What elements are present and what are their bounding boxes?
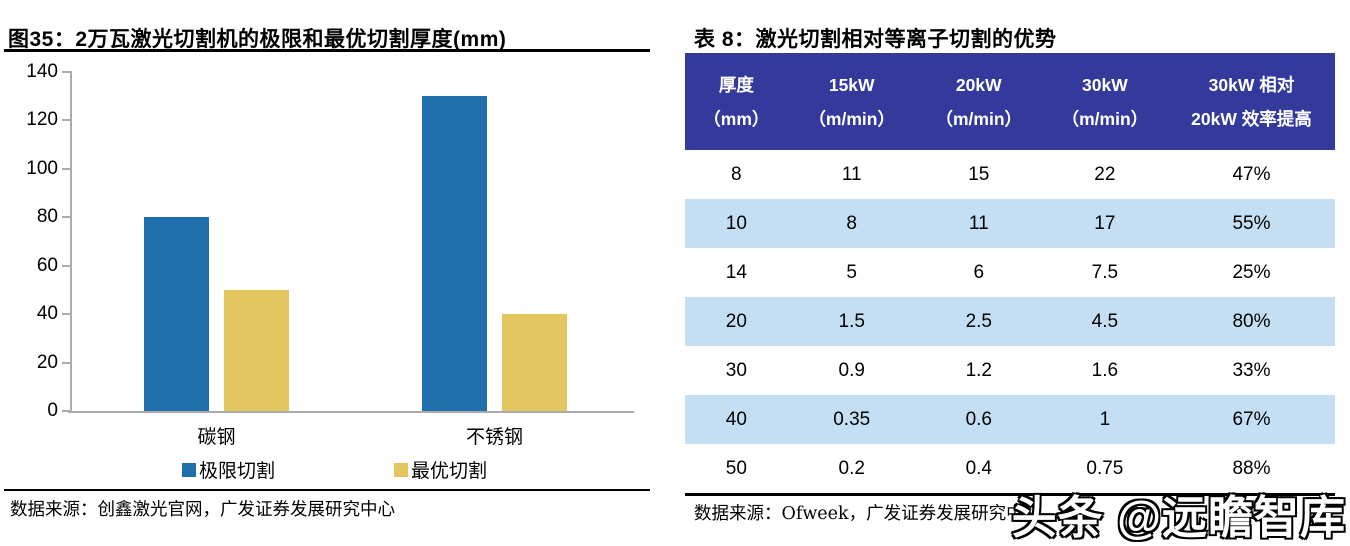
y-axis-tick-mark [62, 119, 72, 122]
table-cell: 47% [1232, 163, 1271, 185]
table-header-cell: 30kW （m/min） [1041, 53, 1168, 150]
y-axis-tick-mark [62, 410, 72, 412]
table-cell: 6 [973, 261, 985, 283]
table-cell: 80% [1232, 310, 1271, 332]
table-cell: 1 [1099, 408, 1111, 430]
table-cell: 0.2 [838, 457, 865, 479]
y-axis-tick-mark [62, 313, 72, 316]
bar-碳钢-极限切割 [144, 217, 209, 411]
bar-不锈钢-最优切割 [502, 314, 567, 411]
y-axis-tick-mark [62, 71, 72, 73]
chart-title-underline [4, 49, 650, 52]
chart-title: 图35：2万瓦激光切割机的极限和最优切割厚度(mm) [8, 28, 507, 52]
table-cell: 0.35 [833, 408, 871, 430]
table-cell: 14 [725, 261, 747, 283]
table-cell: 11 [841, 163, 862, 185]
table-cell: 8 [846, 212, 857, 234]
table-cell: 4.5 [1091, 310, 1119, 332]
chart-legend: 极限切割 最优切割 [182, 456, 487, 483]
cutting-speed-table: 厚度 （mm） 15kW （m/min） 20kW （m/min） 30kW （m/min） 3… [685, 53, 1335, 496]
x-axis-category-label: 碳钢 [197, 426, 236, 448]
x-axis-line [68, 411, 634, 413]
chart-source-divider [4, 489, 650, 491]
table-source-text: 数据来源：Ofweek，广发证券发展研究中心 [694, 504, 1042, 524]
y-axis-tick-label: 140 [26, 61, 58, 82]
table-cell: 15 [968, 163, 990, 185]
table-cell: 40 [725, 408, 747, 430]
chart-source-text: 数据来源：创鑫激光官网，广发证券发展研究中心 [10, 500, 395, 520]
table-cell: 33% [1232, 359, 1271, 381]
y-axis-tick-label: 80 [36, 206, 58, 228]
table-header-cell: 30kW 相对 20kW 效率提高 [1167, 53, 1335, 150]
table-cell: 67% [1232, 408, 1271, 430]
table-cell: 25% [1232, 261, 1271, 283]
y-axis-tick-mark [62, 167, 72, 170]
bar-chart-plot-area: 0 20 40 60 80 100 120 140 碳钢 不锈钢 [26, 61, 632, 448]
bar-碳钢-最优切割 [224, 289, 289, 411]
table-cell: 0.75 [1086, 457, 1124, 479]
watermark-text: 头条 @远瞻智库 [1010, 491, 1346, 545]
table-cell: 8 [731, 163, 742, 185]
y-axis-tick-mark [62, 264, 72, 267]
y-axis-tick-label: 120 [26, 109, 58, 131]
table-title: 表 8：激光切割相对等离子切割的优势 [694, 28, 1057, 52]
table-cell: 20 [725, 310, 747, 332]
table-row: 8 11 15 22 47% [685, 150, 1335, 199]
table-cell: 2.5 [965, 310, 992, 332]
legend-item: 极限切割 [182, 456, 275, 483]
table-cell: 1.6 [1091, 359, 1119, 381]
y-axis-tick-label: 100 [26, 157, 58, 179]
legend-swatch-icon [182, 462, 196, 477]
table-header-cell: 15kW （m/min） [787, 53, 916, 150]
table-cell: 55% [1232, 212, 1271, 234]
table-cell: 0.9 [838, 359, 865, 381]
table-row: 40 0.35 0.6 1 67% [685, 395, 1335, 444]
table-header-row: 厚度 （mm） 15kW （m/min） 20kW （m/min） 30kW （m/min） 3… [685, 53, 1335, 150]
y-axis-tick-label: 20 [36, 351, 58, 373]
bar-不锈钢-极限切割 [422, 96, 487, 411]
table-cell: 1.5 [838, 310, 865, 332]
table-row: 50 0.2 0.4 0.75 88% [685, 444, 1335, 495]
table-row: 20 1.5 2.5 4.5 80% [685, 297, 1335, 346]
legend-swatch-icon [394, 462, 409, 477]
x-axis-category-label: 不锈钢 [465, 426, 524, 448]
table-header-cell: 厚度 （mm） [685, 53, 788, 150]
table-cell: 5 [846, 261, 857, 283]
table-row: 10 8 11 17 55% [685, 199, 1335, 248]
table-row: 14 5 6 7.5 25% [685, 248, 1335, 297]
table-cell: 0.4 [965, 457, 992, 479]
table-cell: 17 [1094, 212, 1116, 234]
y-axis-tick-label: 60 [36, 254, 58, 276]
table-cell: 50 [725, 457, 747, 479]
table-header-cell: 20kW （m/min） [915, 53, 1042, 150]
y-axis-tick-label: 0 [47, 400, 58, 421]
table-cell: 10 [725, 212, 747, 234]
y-axis-tick-mark [62, 361, 72, 364]
table-row: 30 0.9 1.2 1.6 33% [685, 346, 1335, 395]
legend-label: 极限切割 [199, 460, 276, 482]
table-cell: 1.2 [965, 359, 992, 381]
table-cell: 11 [968, 212, 989, 234]
y-axis-tick-label: 40 [36, 303, 58, 325]
y-axis-tick-mark [62, 216, 72, 219]
legend-label: 最优切割 [411, 460, 488, 482]
table-cell: 22 [1094, 163, 1116, 185]
legend-item: 最优切割 [394, 456, 487, 483]
table-cell: 88% [1232, 457, 1271, 479]
table-cell: 7.5 [1091, 261, 1119, 283]
table-cell: 0.6 [965, 408, 992, 430]
table-cell: 30 [725, 359, 747, 381]
